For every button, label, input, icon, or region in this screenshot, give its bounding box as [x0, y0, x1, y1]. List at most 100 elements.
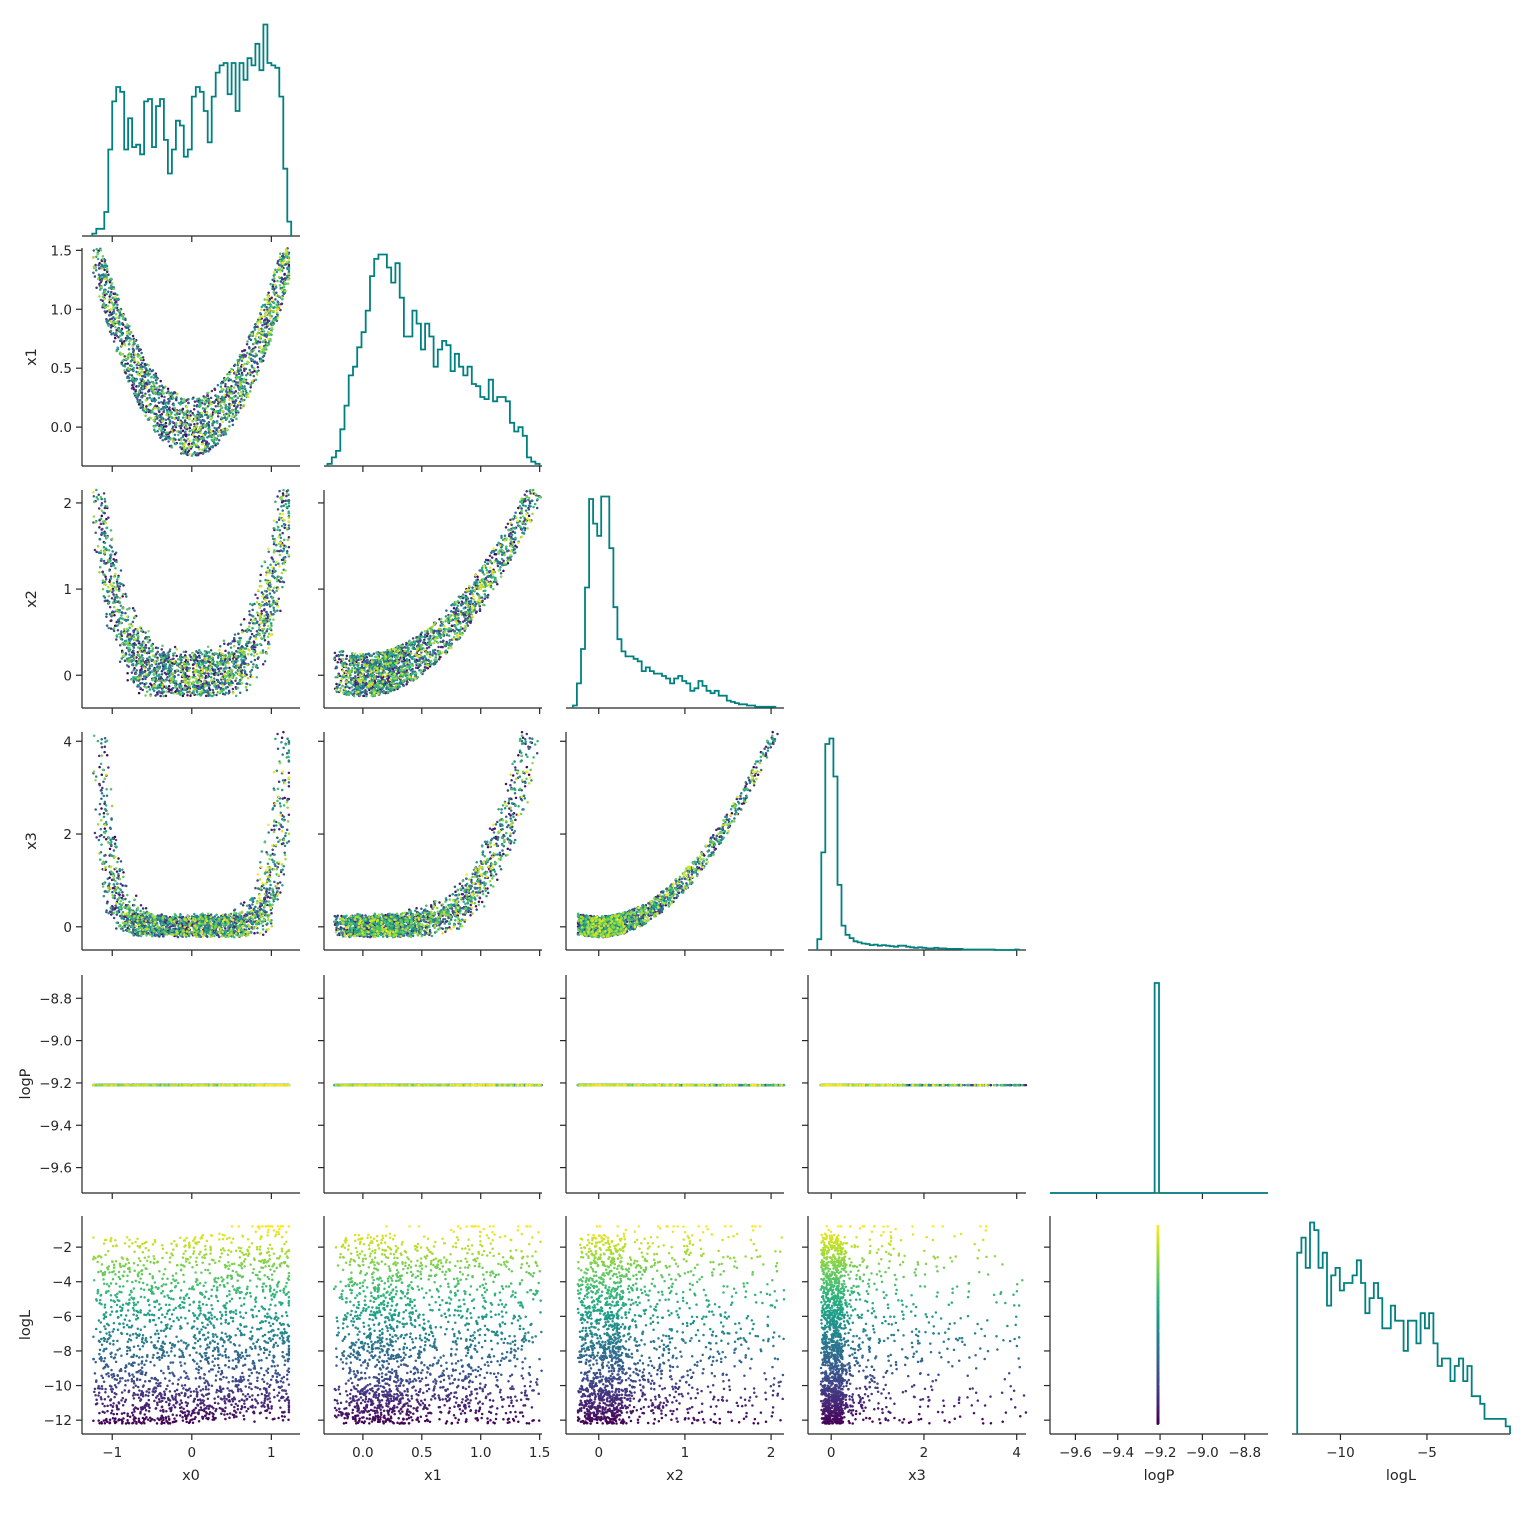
scatter-point	[195, 429, 198, 433]
scatter-point	[277, 301, 280, 304]
scatter-point	[259, 350, 263, 353]
scatter-point	[265, 610, 268, 614]
scatter-point	[419, 664, 422, 667]
scatter-point	[92, 249, 96, 252]
scatter-point	[274, 500, 277, 503]
scatter-point	[221, 409, 225, 413]
scatter-point	[109, 293, 113, 297]
scatter-point	[246, 392, 250, 395]
scatter-point	[267, 646, 270, 650]
scatter-point	[273, 610, 277, 613]
scatter-point	[143, 410, 146, 413]
scatter-point	[132, 630, 135, 634]
scatter-point	[195, 451, 199, 455]
scatter-point	[104, 521, 108, 525]
scatter-point	[130, 355, 133, 358]
scatter-point	[253, 342, 256, 345]
scatter-point	[131, 344, 134, 347]
scatter-point	[287, 272, 291, 276]
scatter-point	[148, 655, 151, 659]
scatter-point	[136, 370, 140, 374]
scatter-point	[276, 259, 280, 263]
scatter-point	[132, 675, 135, 679]
scatter-point	[234, 381, 238, 384]
scatter-point	[209, 648, 213, 652]
scatter-point	[268, 308, 272, 311]
scatter-point	[246, 395, 250, 399]
scatter-point	[109, 577, 113, 581]
scatter-point	[146, 667, 150, 671]
scatter-point	[149, 694, 152, 697]
scatter-point	[185, 413, 188, 416]
scatter-point	[130, 671, 134, 674]
scatter-point	[250, 619, 254, 623]
scatter-point	[228, 405, 231, 408]
scatter-point	[109, 326, 113, 329]
scatter-point	[188, 429, 192, 433]
scatter-point	[188, 452, 191, 456]
scatter-point	[132, 369, 135, 372]
scatter-point	[164, 435, 168, 439]
y-tick-label: 2	[63, 496, 72, 512]
scatter-point	[184, 410, 187, 414]
scatter-point	[178, 424, 181, 428]
scatter-point	[174, 424, 178, 427]
scatter-point	[498, 560, 502, 564]
scatter-point	[181, 673, 185, 677]
scatter-point	[173, 391, 176, 394]
scatter-point	[240, 681, 244, 685]
scatter-point	[192, 438, 196, 441]
scatter-point	[209, 413, 212, 416]
scatter-point	[276, 495, 279, 498]
scatter-point	[199, 651, 202, 654]
scatter-point	[253, 618, 256, 622]
scatter-point	[275, 291, 278, 294]
scatter-point	[239, 369, 243, 372]
scatter-point	[157, 388, 161, 392]
scatter-point	[466, 624, 470, 627]
scatter-point	[136, 636, 140, 640]
scatter-point	[187, 423, 191, 426]
scatter-point	[362, 685, 366, 689]
scatter-point	[263, 318, 267, 322]
scatter-point	[191, 670, 195, 674]
scatter-point	[207, 442, 210, 445]
scatter-point	[520, 507, 523, 510]
scatter-point	[179, 430, 182, 433]
scatter-point	[240, 380, 244, 384]
scatter-point	[155, 679, 159, 682]
scatter-point	[237, 632, 240, 635]
scatter-point	[120, 630, 123, 633]
scatter-point	[231, 380, 235, 383]
scatter-point	[116, 303, 119, 307]
scatter-point	[151, 654, 155, 657]
scatter-point	[103, 262, 107, 265]
scatter-point	[438, 655, 442, 659]
scatter-point	[254, 665, 258, 669]
scatter-point	[148, 639, 152, 642]
scatter-point	[207, 398, 211, 402]
scatter-point	[419, 657, 423, 660]
scatter-point	[228, 420, 231, 424]
scatter-point	[198, 656, 202, 660]
scatter-point	[280, 505, 283, 508]
scatter-point	[121, 583, 124, 586]
scatter-point	[131, 624, 134, 628]
scatter-point	[188, 681, 191, 684]
scatter-point	[183, 677, 186, 681]
scatter-point	[228, 653, 231, 657]
scatter-point	[176, 662, 179, 665]
scatter-point	[287, 520, 291, 523]
scatter-point	[179, 445, 182, 449]
scatter-point	[108, 569, 111, 572]
scatter-point	[223, 431, 226, 435]
scatter-point	[192, 673, 196, 677]
scatter-point	[174, 686, 178, 689]
scatter-point	[272, 560, 276, 563]
scatter-point	[249, 350, 252, 354]
scatter-point	[266, 635, 270, 639]
scatter-point	[105, 526, 108, 530]
scatter-point	[276, 261, 279, 265]
scatter-point	[505, 550, 509, 553]
scatter-point	[175, 668, 179, 672]
